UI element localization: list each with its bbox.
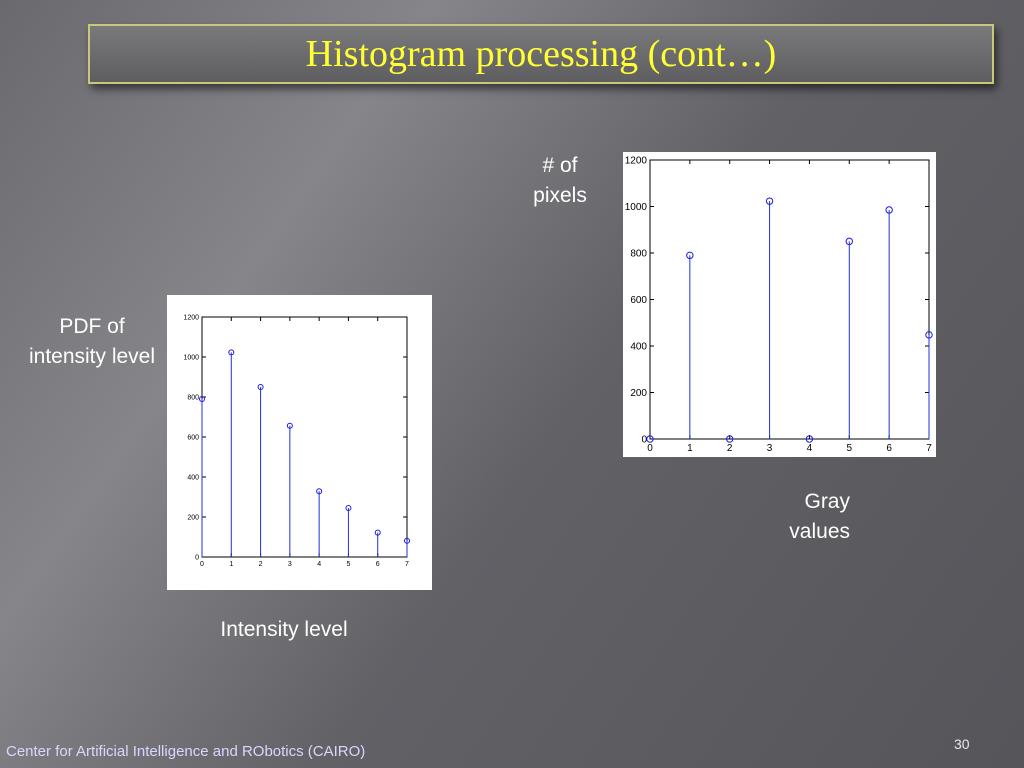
x-tick-label: 5 xyxy=(346,561,350,568)
stem-marker xyxy=(316,488,323,495)
y-tick-label: 800 xyxy=(630,249,647,260)
slide-title-bar: Histogram processing (cont…) xyxy=(88,24,994,84)
stem-marker xyxy=(646,435,654,443)
stem-marker xyxy=(257,384,264,390)
y-tick-label: 600 xyxy=(630,295,647,306)
left-y-label-line1: PDF of xyxy=(59,315,125,338)
x-tick-label: 6 xyxy=(886,443,892,454)
stem-marker xyxy=(374,529,381,536)
stem-marker xyxy=(404,537,410,544)
x-tick-label: 4 xyxy=(807,443,813,454)
right-x-label-line1: Gray xyxy=(804,490,850,513)
x-tick-label: 0 xyxy=(647,443,653,454)
y-tick-label: 200 xyxy=(630,388,647,399)
plot-frame xyxy=(201,316,408,558)
y-tick-label: 200 xyxy=(187,514,199,521)
x-tick-label: 7 xyxy=(405,561,409,568)
x-tick-label: 4 xyxy=(317,561,321,568)
x-tick-label: 0 xyxy=(200,561,204,568)
slide-title: Histogram processing (cont…) xyxy=(305,33,777,75)
x-tick-label: 7 xyxy=(926,443,932,454)
stem-marker xyxy=(765,197,774,205)
x-tick-label: 6 xyxy=(376,561,380,568)
left-chart: 0 200 400 600 800 1000 1200 0 1 2 3 4 5 6 7 xyxy=(167,295,432,590)
stem-marker xyxy=(199,396,205,402)
slide-number: 30 xyxy=(954,736,970,752)
stem-marker xyxy=(228,349,235,356)
right-x-axis-label: Gray values xyxy=(760,487,850,547)
stem-marker xyxy=(805,435,814,443)
left-x-axis-label: Intensity level xyxy=(220,618,348,641)
right-chart: 0 200 400 600 800 1000 1200 0 1 2 3 4 5 6 7 xyxy=(623,152,936,457)
x-tick-label: 1 xyxy=(687,443,693,454)
left-stem-plot: 0 200 400 600 800 1000 1200 0 1 2 3 4 5 6 7 xyxy=(183,314,410,568)
y-tick-label: 1000 xyxy=(625,202,648,213)
footer-text: Center for Artificial Intelligence and R… xyxy=(6,743,366,760)
x-tick-label: 3 xyxy=(767,443,773,454)
y-tick-label: 0 xyxy=(195,554,199,561)
x-tick-label: 5 xyxy=(847,443,853,454)
x-tick-label: 2 xyxy=(259,561,263,568)
right-x-label-line2: values xyxy=(789,520,850,543)
y-tick-label: 600 xyxy=(187,434,199,441)
stem-marker xyxy=(885,206,893,214)
x-tick-label: 1 xyxy=(229,561,233,568)
right-y-label-line1: # of xyxy=(542,154,578,177)
y-tick-label: 1000 xyxy=(183,354,199,361)
right-y-axis-label: # of pixels xyxy=(520,151,600,211)
left-y-label-line2: intensity level xyxy=(28,345,156,368)
right-stem-plot: 0 200 400 600 800 1000 1200 0 1 2 3 4 5 6 7 xyxy=(625,156,933,454)
right-y-label-line2: pixels xyxy=(533,184,587,207)
plot-frame xyxy=(649,159,930,440)
y-tick-label: 0 xyxy=(641,435,647,446)
stem-marker xyxy=(345,505,352,511)
stem-marker xyxy=(286,422,293,429)
y-tick-label: 1200 xyxy=(625,156,648,167)
stem-marker xyxy=(845,237,853,246)
stem-marker xyxy=(686,251,694,260)
x-tick-label: 3 xyxy=(288,561,292,568)
stem-marker xyxy=(726,435,734,443)
y-tick-label: 400 xyxy=(630,342,647,353)
left-y-axis-label: PDF of intensity level xyxy=(14,312,170,372)
stem-marker xyxy=(925,331,933,339)
y-tick-label: 800 xyxy=(187,394,199,401)
y-tick-label: 400 xyxy=(187,474,199,481)
x-tick-label: 2 xyxy=(727,443,733,454)
y-tick-label: 1200 xyxy=(183,314,199,321)
